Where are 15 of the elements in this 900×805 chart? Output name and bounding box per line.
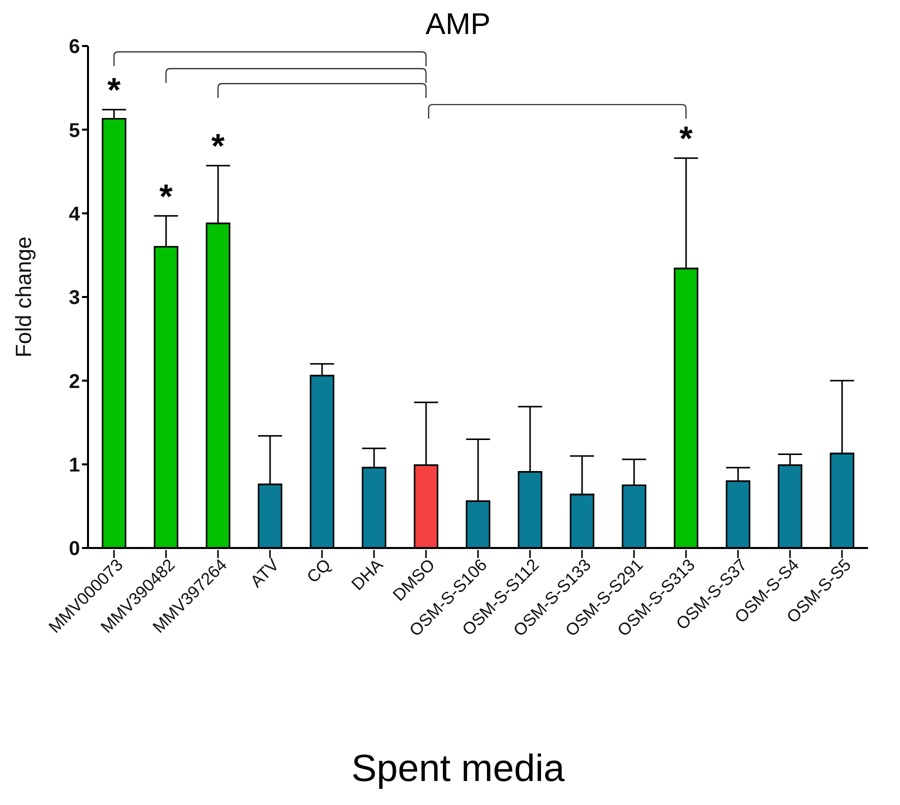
annotation: * (679, 120, 694, 158)
y-tick-label: 4 (68, 203, 81, 226)
annotation: * (107, 72, 122, 110)
annotation: * (159, 178, 174, 216)
chart-title: AMP (425, 8, 490, 41)
y-tick-label: 5 (68, 120, 80, 142)
y-tick-label: 1 (68, 454, 80, 476)
y-axis-title: Fold change (10, 236, 36, 358)
x-tick-label: CQ (303, 555, 335, 587)
y-tick-label: 6 (68, 36, 80, 58)
x-axis-title: Spent media (351, 748, 565, 790)
y-tick-label: 2 (68, 370, 80, 393)
y-tick-label: 3 (68, 287, 80, 310)
annotation: * (211, 128, 226, 166)
y-tick-label: 0 (68, 538, 80, 560)
